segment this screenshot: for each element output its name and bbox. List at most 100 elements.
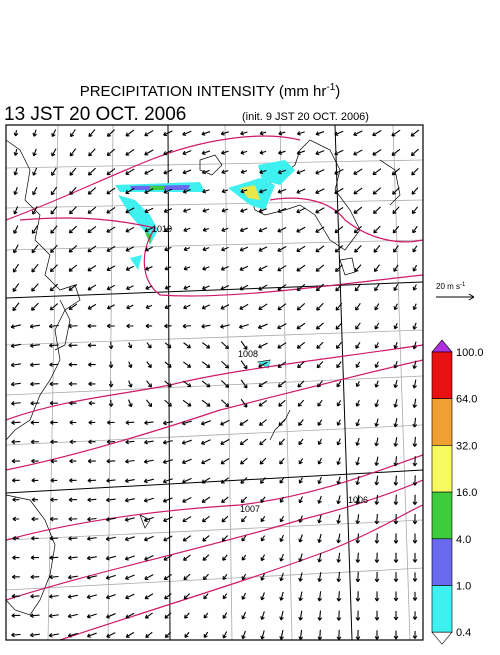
wind-arrow [32, 186, 38, 196]
wind-arrow [87, 303, 97, 310]
wind-arrow [393, 323, 398, 330]
wind-arrow [353, 206, 363, 214]
wind-arrow [297, 399, 305, 407]
wind-arrow [69, 186, 77, 196]
wind-arrow [48, 613, 59, 619]
wind-arrow [298, 477, 303, 484]
wind-arrow [239, 419, 249, 426]
wind-arrow [258, 342, 268, 349]
wind-arrow [183, 227, 191, 232]
wind-arrow [144, 129, 154, 137]
wind-arrow [372, 168, 382, 176]
wind-arrow [222, 612, 228, 619]
wind-arrow [412, 436, 418, 447]
wind-arrow [68, 497, 77, 503]
wind-arrow [106, 497, 116, 503]
wind-arrow [260, 516, 266, 523]
wind-arrow [317, 438, 322, 445]
wind-arrow [143, 535, 154, 542]
wind-arrow [86, 536, 97, 541]
wind-arrow [106, 420, 115, 425]
wind-arrow [13, 167, 18, 176]
wind-arrow [298, 515, 303, 523]
wind-arrow [125, 285, 134, 291]
title-text: PRECIPITATION INTENSITY (mm hr [80, 83, 327, 100]
wind-arrow [298, 553, 303, 563]
wind-arrow [144, 574, 154, 580]
wind-arrow [279, 610, 284, 621]
wind-arrow [355, 475, 360, 486]
wind-arrow [49, 381, 59, 387]
wind-arrow [105, 517, 116, 522]
wind-arrow [279, 591, 284, 601]
wind-arrow [374, 475, 380, 486]
wind-arrow [297, 380, 305, 388]
wind-arrow [221, 169, 229, 175]
wind-arrow [393, 379, 398, 389]
wind-arrow [221, 360, 230, 369]
wind-arrow [374, 533, 380, 544]
wind-arrow [183, 285, 191, 290]
wind-arrow [258, 208, 267, 213]
wind-arrow [353, 149, 363, 156]
wind-arrow [145, 399, 153, 408]
wind-arrow [125, 265, 134, 271]
wind-arrow [12, 555, 20, 560]
wind-arrow [50, 420, 58, 425]
wind-arrow [260, 535, 266, 542]
wind-arrow [30, 593, 40, 599]
wind-arrow [296, 207, 306, 214]
wind-arrow [11, 478, 20, 483]
wind-arrow [393, 611, 399, 621]
wind-arrow [67, 574, 78, 580]
wind-arrow [260, 573, 266, 581]
wind-arrow [412, 533, 418, 544]
wind-arrow [87, 323, 97, 329]
wind-arrow [296, 264, 306, 272]
wind-arrow [393, 591, 399, 602]
wind-arrow [69, 439, 77, 445]
wind-arrow [202, 208, 210, 213]
wind-arrow [67, 632, 78, 638]
wind-arrow [221, 496, 229, 504]
wind-arrow [317, 553, 322, 563]
wind-arrow [86, 632, 97, 638]
wind-arrow [182, 535, 192, 542]
wind-arrow [259, 150, 267, 155]
wind-arrow [412, 630, 418, 639]
wind-arrow [258, 399, 268, 407]
wind-arrow [355, 322, 361, 330]
wind-arrow [200, 439, 211, 445]
wind-arrow [221, 150, 229, 155]
wind-arrow [163, 149, 173, 156]
wind-arrow [391, 129, 401, 137]
wind-arrow [184, 612, 190, 619]
wind-arrow [393, 456, 399, 467]
wind-arrow [201, 304, 210, 310]
wind-arrow [393, 284, 399, 292]
wind-arrow [106, 284, 116, 291]
wind-arrow [50, 478, 58, 483]
wind-arrow [124, 555, 135, 561]
colorbar-label: 32.0 [456, 440, 477, 452]
isobar-label: 1006 [348, 495, 368, 505]
wind-arrow [259, 169, 267, 175]
wind-arrow [297, 361, 305, 369]
wind-arrow [202, 535, 210, 542]
wind-arrow [240, 360, 248, 370]
wind-arrow [146, 380, 152, 388]
wind-arrow [315, 169, 325, 175]
wind-arrow [410, 129, 420, 137]
wind-arrow [393, 245, 399, 253]
wind-arrow [355, 399, 360, 407]
wind-arrow [336, 571, 342, 583]
wind-arrow [181, 439, 192, 445]
wind-arrow [298, 572, 303, 582]
wind-arrow [355, 341, 361, 349]
wind-arrow [317, 629, 323, 640]
wind-arrow [222, 554, 228, 561]
colorbar-label: 4.0 [456, 534, 471, 546]
wind-arrow [260, 496, 266, 504]
wind-arrow [391, 167, 401, 176]
wind-arrow [241, 554, 247, 561]
